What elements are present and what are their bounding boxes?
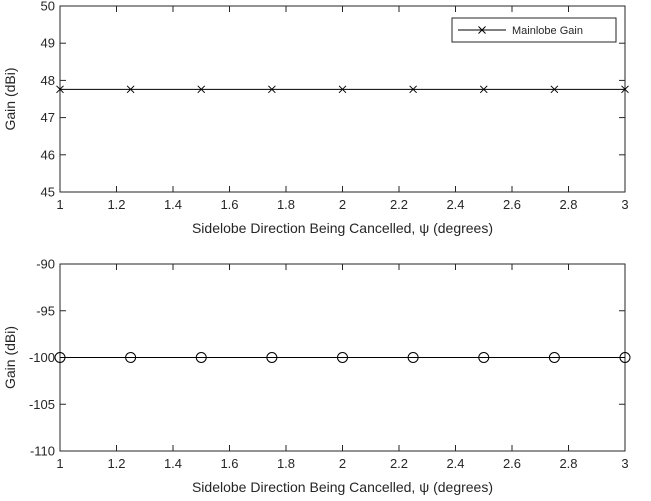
y-tick-label: 48 bbox=[41, 73, 55, 88]
x-tick-label: 1.6 bbox=[220, 197, 238, 212]
legend-x-marker bbox=[478, 26, 486, 34]
x-marker-stroke bbox=[338, 85, 347, 94]
x-marker-stroke bbox=[268, 85, 276, 94]
y-tick-label: -105 bbox=[29, 397, 55, 412]
x-axis-label: Sidelobe Direction Being Cancelled, ψ (d… bbox=[192, 479, 493, 495]
data-point-circle-marker bbox=[54, 352, 66, 363]
chart-panel-2: 1 1.2 1.4 1.6 1.8 2 2.2 2.4 2.6 2.8 3 -110 -105 -100 -… bbox=[2, 257, 631, 495]
y-axis-label: Gain (dBi) bbox=[2, 67, 18, 130]
x-tick-label: 1.4 bbox=[164, 197, 182, 212]
data-point-x-marker bbox=[409, 85, 417, 94]
y-tick-label: 45 bbox=[41, 185, 55, 200]
x-tick-label: 1.2 bbox=[107, 456, 125, 471]
x-marker-stroke bbox=[550, 85, 559, 94]
legend-entry-label: Mainlobe Gain bbox=[512, 25, 583, 37]
y-tick-label: -100 bbox=[29, 350, 55, 365]
data-point-circle-marker bbox=[548, 352, 560, 363]
x-tick-label: 2.4 bbox=[446, 197, 464, 212]
y-axis-label: Gain (dBi) bbox=[2, 326, 18, 389]
data-point-circle-marker bbox=[195, 352, 207, 363]
data-point-x-marker bbox=[126, 85, 135, 94]
x-marker-stroke bbox=[126, 85, 135, 94]
data-point-circle-marker bbox=[266, 352, 278, 363]
y-tick-label: 49 bbox=[41, 36, 55, 51]
x-tick-label: 3 bbox=[621, 197, 628, 212]
data-point-x-marker bbox=[56, 85, 64, 94]
y-tick-label: -110 bbox=[30, 444, 55, 459]
x-tick-label: 2.6 bbox=[503, 197, 521, 212]
x-tick-label: 1 bbox=[56, 197, 63, 212]
y-tick-label: -95 bbox=[36, 303, 55, 318]
x-marker-stroke bbox=[479, 85, 488, 94]
x-tick-label: 1.8 bbox=[277, 197, 295, 212]
x-tick-label: 1.2 bbox=[107, 197, 125, 212]
x-tick-label: 2.8 bbox=[559, 456, 577, 471]
x-axis-label: Sidelobe Direction Being Cancelled, ψ (d… bbox=[192, 220, 493, 236]
data-point-x-marker bbox=[338, 85, 347, 94]
x-tick-label: 2.2 bbox=[390, 456, 408, 471]
y-tick-label: 47 bbox=[41, 110, 55, 125]
y-tick-label: 50 bbox=[41, 0, 55, 14]
x-tick-label: 2.6 bbox=[503, 456, 521, 471]
data-point-circle-marker bbox=[125, 352, 137, 363]
data-point-x-marker bbox=[621, 85, 629, 94]
chart-panel-1: 1 1.2 1.4 1.6 1.8 2 2.2 2.4 2.6 2.8 3 45 46 47 48 49 50 S… bbox=[2, 0, 629, 236]
x-marker-stroke bbox=[56, 85, 64, 94]
x-tick-label: 2.4 bbox=[446, 456, 464, 471]
legend: Mainlobe Gain bbox=[451, 17, 617, 43]
x-tick-label: 3 bbox=[621, 456, 628, 471]
data-point-circle-marker bbox=[407, 352, 419, 363]
x-tick-label: 2.2 bbox=[390, 197, 408, 212]
x-marker-stroke bbox=[197, 85, 206, 94]
x-tick-label: 2 bbox=[339, 456, 346, 471]
x-tick-label: 2.8 bbox=[559, 197, 577, 212]
x-marker-stroke bbox=[409, 85, 417, 94]
data-point-circle-marker bbox=[337, 352, 348, 363]
data-point-x-marker bbox=[197, 85, 206, 94]
y-tick-label: 46 bbox=[41, 147, 55, 162]
data-point-x-marker bbox=[268, 85, 276, 94]
x-tick-label: 1.8 bbox=[277, 456, 295, 471]
x-tick-label: 1 bbox=[56, 456, 63, 471]
x-marker-stroke bbox=[621, 85, 629, 94]
x-tick-label: 2 bbox=[339, 197, 346, 212]
data-point-x-marker bbox=[550, 85, 559, 94]
y-tick-label: -90 bbox=[36, 257, 55, 272]
data-point-x-marker bbox=[479, 85, 488, 94]
data-point-circle-marker bbox=[478, 352, 490, 363]
x-tick-label: 1.6 bbox=[220, 456, 238, 471]
x-tick-label: 1.4 bbox=[164, 456, 182, 471]
data-point-circle-marker bbox=[619, 352, 631, 363]
